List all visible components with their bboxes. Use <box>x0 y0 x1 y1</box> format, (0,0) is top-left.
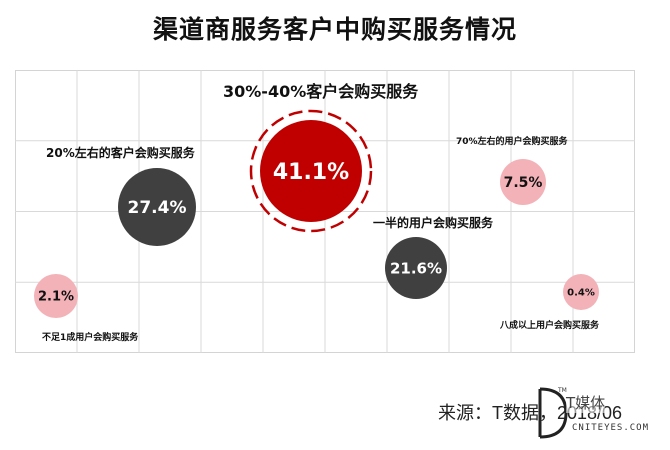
bubble-5 <box>563 274 599 310</box>
bubble-value-2: 41.1% <box>273 160 349 185</box>
label-over-80pct: 八成以上用户会购买服务 <box>500 321 600 331</box>
bubble-0 <box>34 274 78 318</box>
label-30-40pct: 30%-40%客户会购买服务 <box>223 82 419 101</box>
label-half: 一半的用户会购买服务 <box>373 216 494 230</box>
bubble-1 <box>118 168 196 246</box>
bubble-3 <box>385 237 447 299</box>
bubble-2 <box>260 120 362 222</box>
chart-bubbles: 2.1% 27.4% 41.1% 21.6% 7.5% 0.4% <box>34 109 599 318</box>
label-about-20pct: 20%左右的客户会购买服务 <box>46 146 195 160</box>
tmedia-logo: TM T媒体 CNITEYES.COM <box>532 385 662 443</box>
logo-tm-mark: TM <box>558 387 567 394</box>
logo-site: CNITEYES.COM <box>572 423 650 433</box>
bubble-value-1: 27.4% <box>128 198 187 218</box>
label-under-10pct: 不足1成用户会购买服务 <box>42 333 139 343</box>
chart-title: 渠道商服务客户中购买服务情况 <box>152 15 517 44</box>
bubble-value-4: 7.5% <box>504 175 543 191</box>
label-about-70pct: 70%左右的用户会购买服务 <box>456 137 568 147</box>
bubble-value-3: 21.6% <box>390 259 442 277</box>
bubble-4 <box>500 159 546 205</box>
bubble-value-5: 0.4% <box>567 288 595 299</box>
highlight-ring <box>249 109 373 233</box>
bubble-value-0: 2.1% <box>38 290 74 305</box>
logo-brand: T媒体 <box>566 392 606 413</box>
tmedia-logo-mark <box>538 387 568 439</box>
